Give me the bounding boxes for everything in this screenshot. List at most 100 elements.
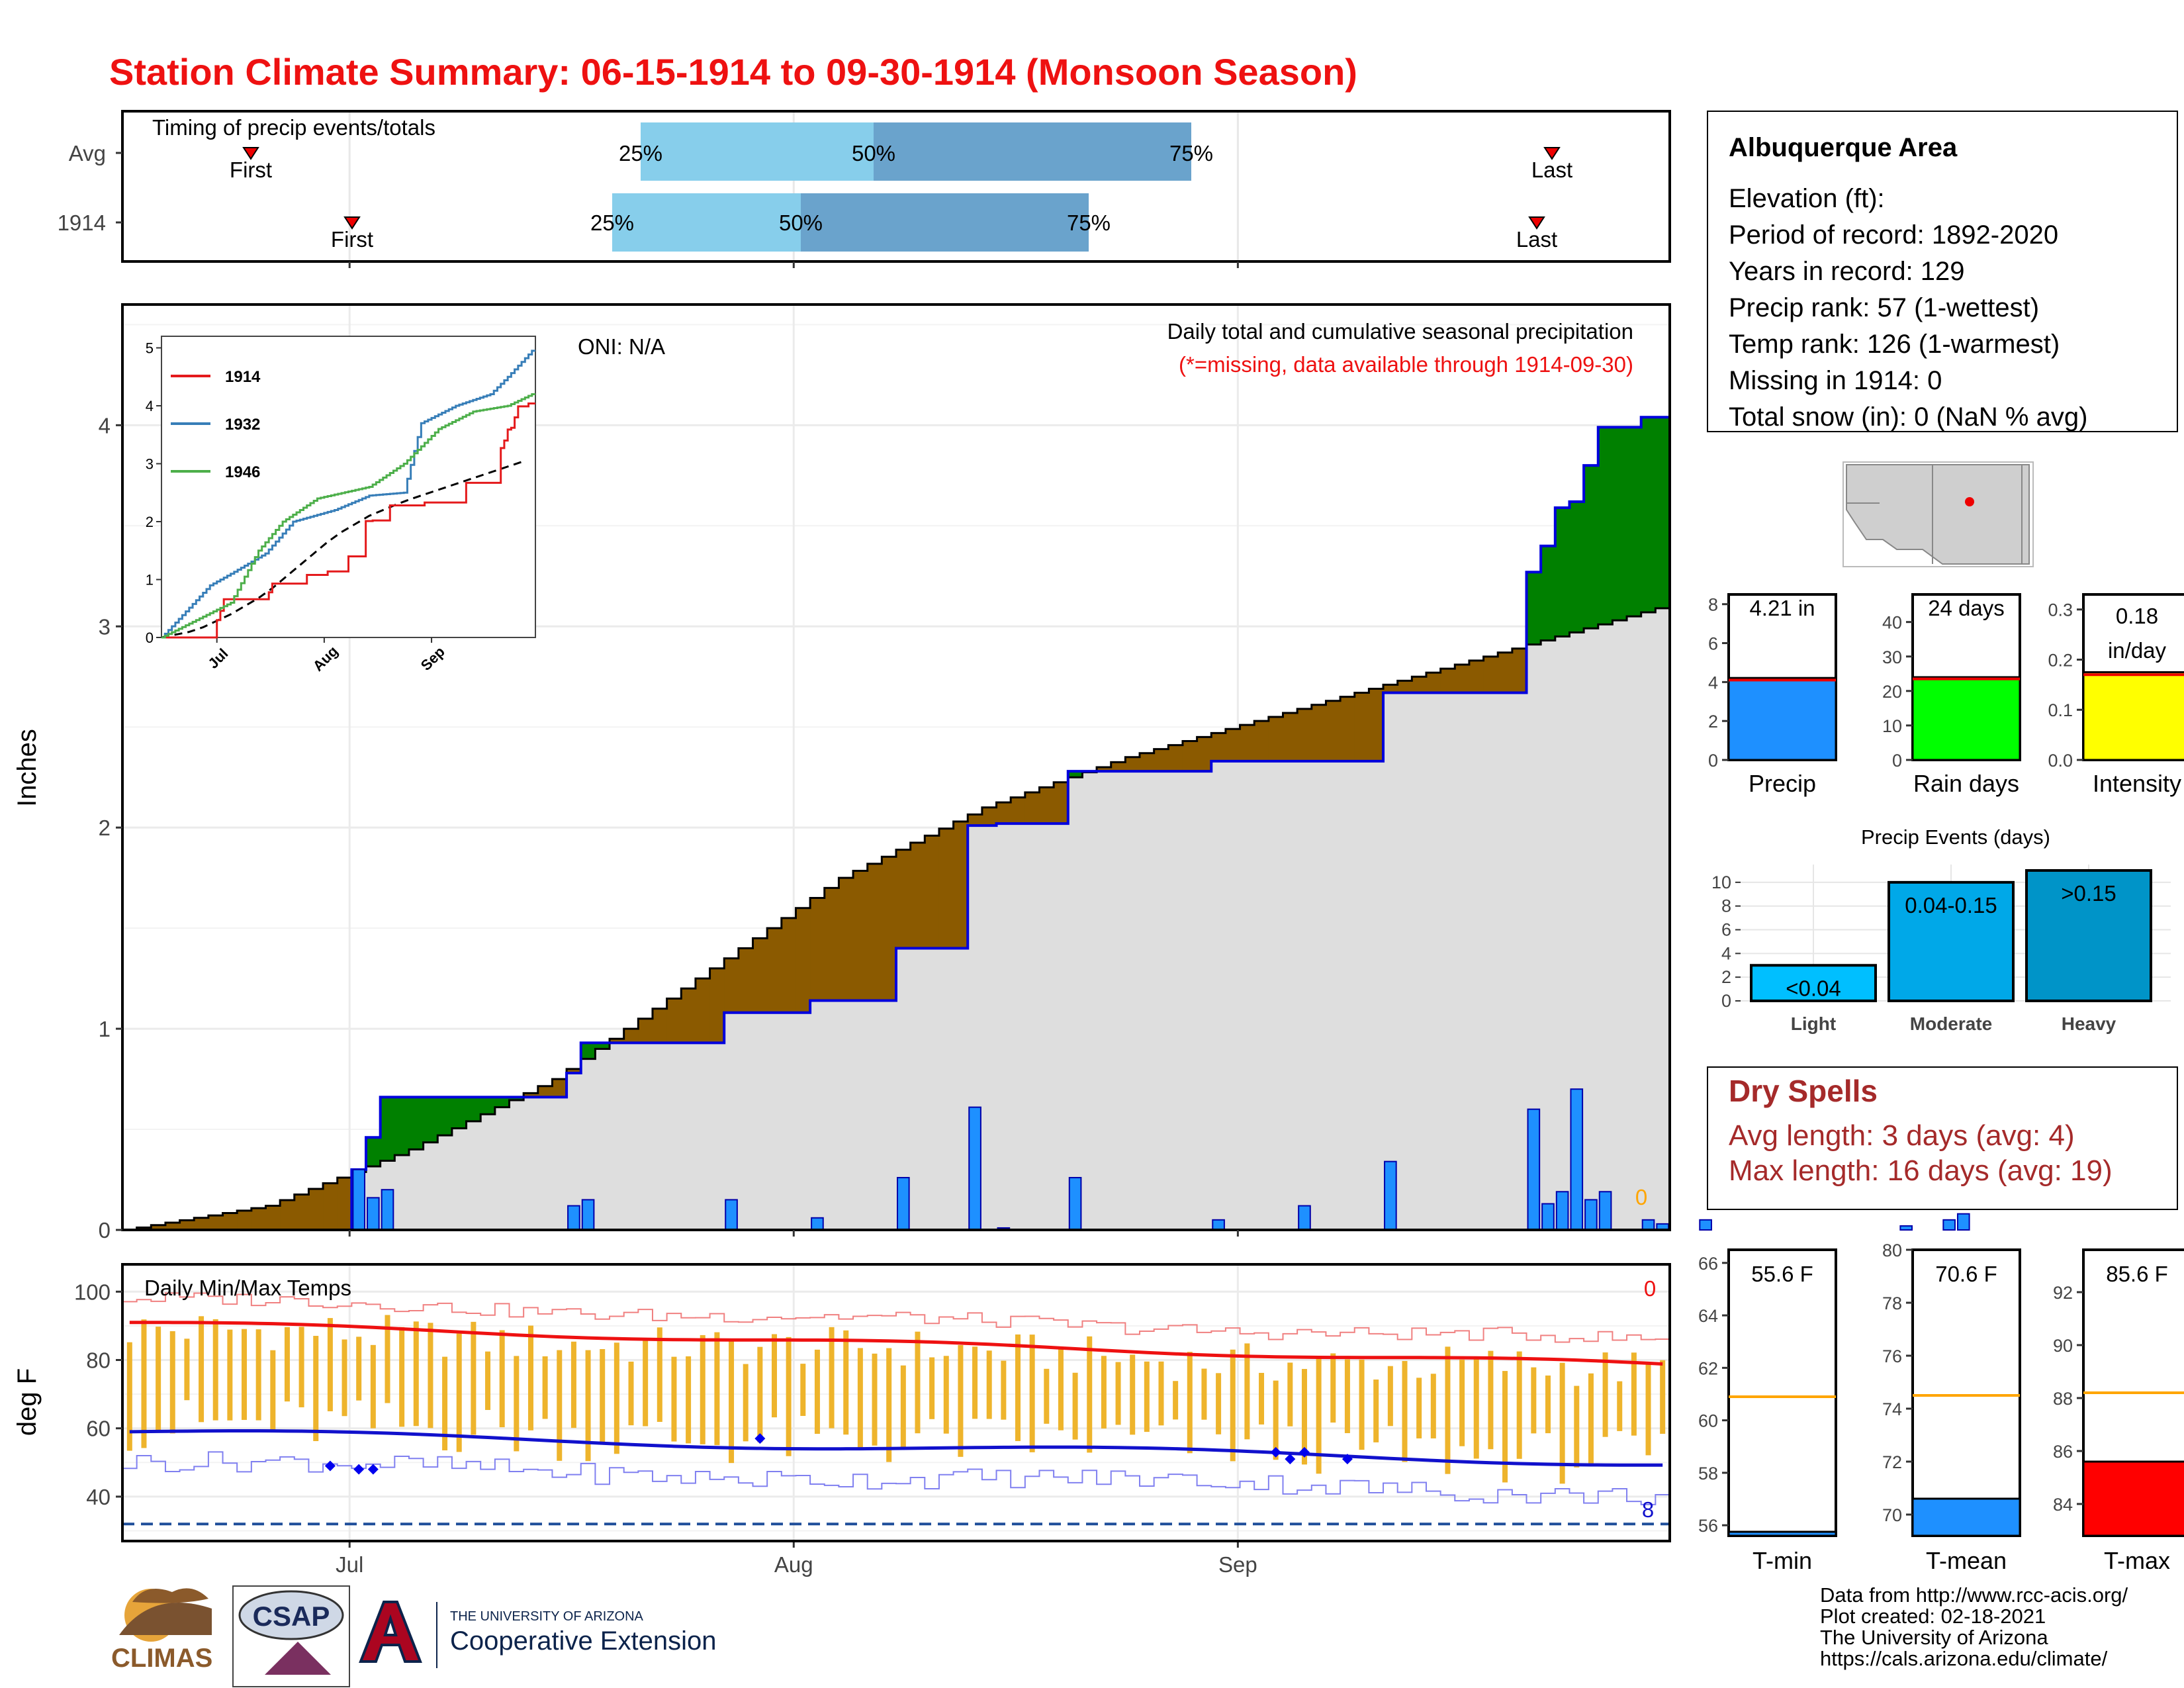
below-average-fill — [666, 998, 682, 1043]
inset-legend-label: 1946 — [225, 463, 260, 481]
temp-summary-tick-label: 80 — [1882, 1241, 1902, 1260]
below-average-fill — [1311, 704, 1327, 761]
above-average-fill — [1641, 417, 1656, 612]
daily-temp-range-bar — [614, 1342, 619, 1454]
daily-temp-range-bar — [1101, 1356, 1107, 1429]
daily-temp-range-bar — [1201, 1368, 1207, 1420]
summary-bar-label: Precip — [1749, 770, 1816, 797]
daily-temp-range-bar — [141, 1319, 147, 1448]
credit-line-1: Data from http://www.rcc-acis.org/ — [1820, 1583, 2128, 1607]
daily-temp-range-bar — [557, 1350, 563, 1461]
temp-summary-label: T-max — [2104, 1547, 2170, 1574]
dry-spells-frame — [1707, 1066, 2178, 1210]
temp-summary-value — [1911, 1497, 2021, 1537]
daily-temp-range-bar — [1029, 1335, 1035, 1452]
below-average-fill — [151, 1225, 166, 1230]
below-average-fill — [709, 968, 725, 1043]
below-average-fill — [165, 1223, 181, 1230]
below-average-fill — [681, 988, 696, 1043]
inset-ytick-label: 0 — [146, 630, 154, 646]
daily-temp-range-bar — [1216, 1373, 1222, 1434]
events-tick-label: 8 — [1721, 896, 1731, 916]
daily-temp-range-bar — [958, 1345, 964, 1457]
temp-summary-t-mean: 70 72 74 76 78 80 70.6 F T-mean — [1882, 1241, 2021, 1574]
station-marker — [1965, 497, 1974, 506]
below-average-fill — [1054, 782, 1069, 824]
daily-temp-range-bar — [700, 1335, 705, 1444]
temp-summary-tick-label: 92 — [2053, 1283, 2073, 1303]
daily-temp-range-bar — [786, 1336, 792, 1456]
daily-temp-range-bar — [1373, 1379, 1379, 1442]
below-average-fill — [1369, 688, 1384, 761]
daily-temp-range-bar — [242, 1329, 248, 1421]
daily-temp-range-bar — [1459, 1360, 1465, 1446]
below-average-fill — [1354, 692, 1369, 761]
daily-temp-range-bar — [284, 1327, 290, 1402]
above-average-fill — [1612, 427, 1627, 621]
daily-temp-range-bar — [1402, 1361, 1408, 1462]
above-average-fill — [394, 1097, 410, 1155]
above-average-fill — [494, 1097, 510, 1107]
summary-bar-tick-label: 0.1 — [2048, 700, 2073, 720]
info-line: Temp rank: 126 (1-warmest) — [1729, 330, 2060, 359]
daily-temp-range-bar — [757, 1346, 763, 1442]
below-average-fill — [1440, 669, 1455, 693]
daily-temp-range-bar — [1187, 1352, 1193, 1454]
summary-bar-tick-label: 0 — [1708, 751, 1718, 771]
daily-temp-range-bar — [800, 1364, 806, 1416]
events-title: Precip Events (days) — [1861, 825, 2050, 849]
daily-precip-bar — [567, 1205, 580, 1231]
daily-precip-bar — [1956, 1213, 1970, 1231]
daily-temp-range-bar — [1130, 1354, 1136, 1435]
credit-line-2: Plot created: 02-18-2021 — [1820, 1605, 2046, 1628]
below-average-fill — [179, 1220, 195, 1230]
daily-temp-range-bar — [1287, 1362, 1293, 1427]
below-average-fill — [738, 948, 754, 1013]
timing-q50-label: 50% — [852, 141, 895, 165]
daily-temp-range-bar — [1359, 1359, 1365, 1450]
temp-hot-count: 0 — [1644, 1276, 1656, 1301]
main-ytick-label: 4 — [99, 413, 111, 438]
daily-temp-range-bar — [814, 1349, 820, 1434]
inset-ytick-label: 4 — [146, 398, 154, 414]
info-line: Missing in 1914: 0 — [1729, 366, 1942, 395]
daily-temp-range-bar — [915, 1331, 921, 1434]
daily-temp-range-bar — [1660, 1360, 1666, 1434]
below-average-fill — [1383, 684, 1398, 693]
temp-summary-label: T-min — [1752, 1547, 1812, 1574]
record-low-marker — [367, 1464, 379, 1475]
timing-row-year: 1914 — [58, 211, 106, 235]
below-average-fill — [1154, 749, 1169, 772]
daily-temp-range-bar — [499, 1330, 505, 1428]
temp-summary-tick-label: 72 — [1882, 1452, 1902, 1472]
below-average-fill — [552, 1079, 567, 1098]
temp-summary-tick-label: 64 — [1698, 1306, 1718, 1326]
temp-summary-value — [1727, 1530, 1837, 1537]
daily-precip-bar — [1641, 1219, 1655, 1231]
above-average-fill — [595, 1043, 610, 1049]
temp-summary-tick-label: 60 — [1698, 1411, 1718, 1431]
avg-min-temp-line — [129, 1429, 1663, 1467]
main-ytick-label: 2 — [99, 816, 111, 840]
daily-temp-range-bar — [1559, 1362, 1565, 1484]
below-average-fill — [953, 821, 968, 949]
daily-temp-range-bar — [1631, 1352, 1637, 1436]
summary-bar-label: Intensity — [2093, 770, 2181, 797]
summary-bar-tick-label: 30 — [1882, 647, 1902, 667]
summary-bar-value-label: 0.18 — [2116, 604, 2158, 628]
above-average-fill — [1068, 771, 1083, 778]
daily-temp-range-bar — [972, 1346, 978, 1419]
daily-temp-range-bar — [1072, 1372, 1078, 1440]
daily-precip-bar — [1384, 1160, 1397, 1231]
temp-panel-bg — [122, 1264, 1670, 1541]
events-category-label: Moderate — [1910, 1013, 1992, 1034]
daily-precip-bar — [897, 1176, 910, 1231]
daily-temp-range-bar — [1574, 1385, 1580, 1468]
daily-temp-range-bar — [1488, 1350, 1494, 1450]
below-average-fill — [867, 863, 882, 1001]
below-average-fill — [1197, 737, 1212, 772]
climas-mountain-icon — [119, 1603, 212, 1635]
below-average-fill — [824, 888, 840, 1001]
daily-temp-range-bar — [872, 1353, 878, 1446]
